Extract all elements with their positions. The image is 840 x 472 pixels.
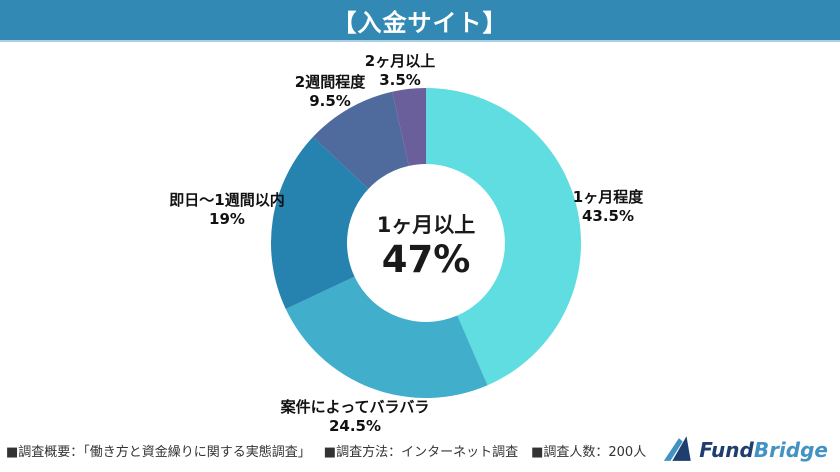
center-label-value: 47% bbox=[381, 238, 471, 282]
fundbridge-logo-icon bbox=[664, 436, 692, 461]
chart-center-label: 1ヶ月以上 47% bbox=[346, 212, 506, 282]
slice-label-varies-by-project: 案件によってバラバラ 24.5% bbox=[265, 398, 445, 436]
survey-notes: ■調査概要：「働き方と資金繰りに関する実態調査」 ■調査方法：インターネット調査 ■… bbox=[6, 441, 659, 460]
center-label-text: 1ヶ月以上 bbox=[376, 213, 476, 237]
slice-label-1month-approx: 1ヶ月程度 43.5% bbox=[538, 188, 678, 226]
slice-label-text: 即日〜1週間以内 bbox=[169, 191, 285, 209]
donut-slice-2 bbox=[270, 136, 369, 310]
slice-label-text: 1ヶ月程度 bbox=[572, 188, 644, 206]
donut-chart: 1ヶ月以上 47% 1ヶ月程度 43.5% 案件によってバラバラ 24.5% 即… bbox=[0, 42, 840, 435]
donut-chart-svg bbox=[270, 88, 581, 399]
logo-text-fund: Fund bbox=[699, 437, 754, 462]
slice-label-2months-plus: 2ヶ月以上 3.5% bbox=[345, 52, 455, 90]
slice-label-pct: 19% bbox=[209, 210, 245, 228]
slice-label-pct: 9.5% bbox=[309, 92, 351, 110]
slice-label-text: 案件によってバラバラ bbox=[280, 398, 430, 416]
survey-count-note: ■調査人数：200人 bbox=[531, 445, 647, 460]
title-banner: 【入金サイト】 bbox=[0, 0, 840, 42]
slice-label-text: 2週間程度 bbox=[294, 73, 366, 91]
survey-overview-note: ■調査概要：「働き方と資金繰りに関する実態調査」 bbox=[6, 445, 311, 460]
donut-slice-3 bbox=[313, 91, 409, 189]
fundbridge-logo: FundBridge bbox=[661, 435, 828, 464]
donut-slice-0 bbox=[426, 88, 581, 386]
donut-slice-1 bbox=[285, 276, 488, 399]
donut-slice-4 bbox=[392, 88, 426, 166]
page-title: 【入金サイト】 bbox=[332, 8, 508, 37]
slice-label-text: 2ヶ月以上 bbox=[364, 52, 436, 70]
slice-label-pct: 43.5% bbox=[581, 207, 635, 225]
slice-label-2weeks-approx: 2週間程度 9.5% bbox=[275, 73, 385, 111]
survey-method-note: ■調査方法：インターネット調査 bbox=[323, 445, 519, 460]
slice-label-pct: 24.5% bbox=[328, 417, 382, 435]
slice-label-same-day-to-1week: 即日〜1週間以内 19% bbox=[137, 191, 317, 229]
fundbridge-logo-text: FundBridge bbox=[699, 438, 828, 462]
slice-label-pct: 3.5% bbox=[379, 71, 421, 89]
logo-text-bridge: Bridge bbox=[753, 437, 828, 462]
